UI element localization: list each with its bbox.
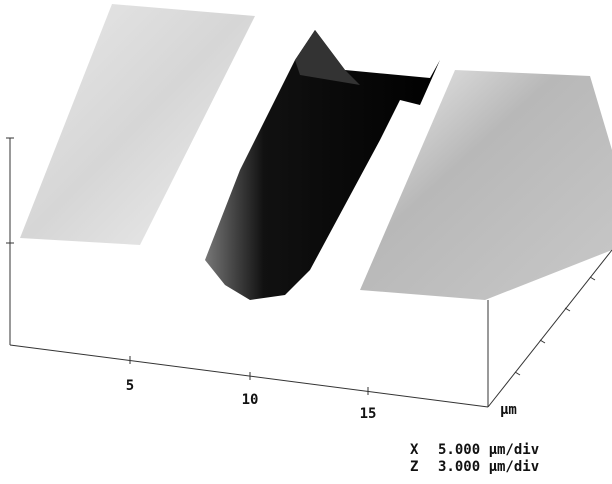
y-tick [540,340,545,343]
surface [20,4,612,300]
y-tick [565,308,570,311]
scale-value: 3.000 μm/div [438,459,539,475]
x-tick-label: 10 [242,392,259,408]
x-tick-label: 15 [360,406,377,422]
scale-value: 5.000 μm/div [438,442,539,458]
y-tick [515,372,520,375]
scale-axis: X [410,442,419,458]
left-plateau [20,4,255,245]
y-tick [590,277,595,280]
x-unit: μm [500,402,517,418]
afm-image: 5 10 15 μm X 5.000 μm/div Z 3.000 μm/div [0,0,612,484]
x-tick-label: 5 [126,378,134,394]
scale-axis: Z [410,459,418,475]
right-plateau [360,70,612,300]
